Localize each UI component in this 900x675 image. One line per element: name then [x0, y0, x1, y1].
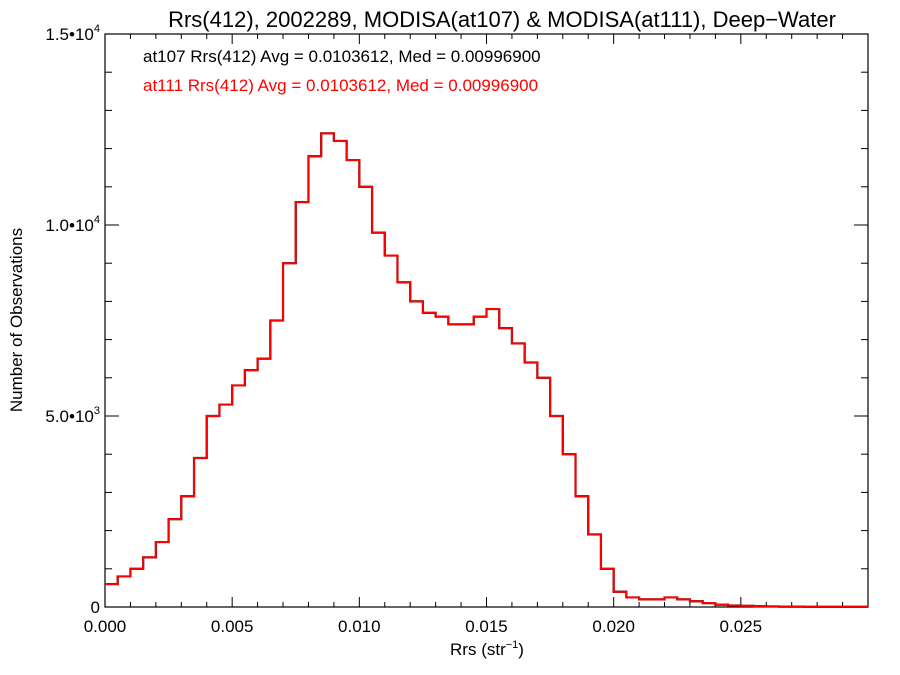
y-tick-label: 5.0•103 — [45, 405, 100, 426]
x-tick-label: 0.010 — [338, 617, 381, 636]
series-at107-line — [105, 132, 868, 608]
y-tick-exponent: 3 — [94, 405, 100, 417]
y-tick-label: 1.5•104 — [45, 23, 100, 44]
y-tick-exponent: 4 — [94, 23, 100, 35]
y-tick-base: 5.0•10 — [45, 407, 94, 426]
y-tick-base: 1.0•10 — [45, 216, 94, 235]
legend-entry-at111: at111 Rrs(412) Avg = 0.0103612, Med = 0.… — [143, 76, 538, 95]
series-at111-line — [105, 132, 868, 608]
x-tick-label: 0.005 — [211, 617, 254, 636]
chart-title: Rrs(412), 2002289, MODISA(at107) & MODIS… — [168, 7, 836, 32]
x-axis-label-sup: −1 — [506, 639, 519, 651]
x-tick-label: 0.025 — [720, 617, 763, 636]
y-tick-exponent: 4 — [94, 214, 100, 226]
y-tick-label: 0 — [91, 598, 100, 617]
series-layer — [105, 132, 868, 608]
x-axis-label-end: ) — [518, 640, 524, 659]
x-ticks: 0.000 0.005 0.010 0.015 0.020 0.025 — [84, 34, 869, 636]
x-tick-label: 0.020 — [592, 617, 635, 636]
x-tick-label: 0.000 — [84, 617, 127, 636]
plot-frame — [104, 33, 869, 608]
y-tick-base: 1.5•10 — [45, 25, 94, 44]
y-tick-label: 1.0•104 — [45, 214, 100, 235]
legend-entry-at107: at107 Rrs(412) Avg = 0.0103612, Med = 0.… — [143, 47, 541, 66]
y-axis-label: Number of Observations — [7, 228, 26, 412]
x-axis-label: Rrs (str−1) — [450, 639, 524, 659]
x-tick-label: 0.015 — [465, 617, 508, 636]
y-tick-base: 0 — [91, 598, 100, 617]
x-axis-label-main: Rrs (str — [450, 640, 506, 659]
